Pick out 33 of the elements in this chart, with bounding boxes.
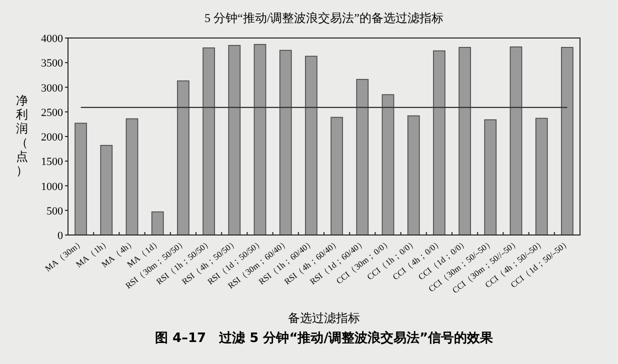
y-tick-label: 0 <box>58 230 64 242</box>
bar <box>151 211 164 236</box>
bar <box>279 50 292 236</box>
y-tick-label: 2500 <box>41 106 64 119</box>
y-tick-label: 500 <box>46 205 64 218</box>
bar <box>407 115 420 236</box>
bar <box>356 78 369 236</box>
bar <box>330 116 343 236</box>
y-tick-label: 1000 <box>41 180 64 193</box>
bar <box>100 144 113 236</box>
bar <box>228 44 241 236</box>
bar <box>254 44 266 236</box>
bar <box>510 46 522 236</box>
bar <box>433 50 446 236</box>
bar <box>74 122 87 236</box>
y-tick-label: 3500 <box>41 58 64 70</box>
bar <box>382 94 394 236</box>
bar <box>126 118 138 236</box>
y-axis-title: 净利润（点） <box>16 94 28 178</box>
y-tick-label: 4000 <box>41 33 64 45</box>
caption: 图 4–17 过滤 5 分钟“推动/调整波浪交易法”信号的效果 <box>154 330 494 346</box>
chart-title: 5 分钟“推动/调整波浪交易法”的备选过滤指标 <box>204 11 444 25</box>
bar <box>484 119 497 236</box>
bar <box>535 118 548 236</box>
y-tick-label: 2000 <box>41 132 64 144</box>
bar <box>177 80 190 236</box>
x-axis-title: 备选过滤指标 <box>288 311 360 325</box>
y-tick-label: 3000 <box>41 82 64 94</box>
bar <box>305 56 318 236</box>
bar <box>561 46 574 236</box>
y-tick-label: 1500 <box>41 156 64 168</box>
bar <box>202 47 215 236</box>
bar <box>458 46 471 236</box>
